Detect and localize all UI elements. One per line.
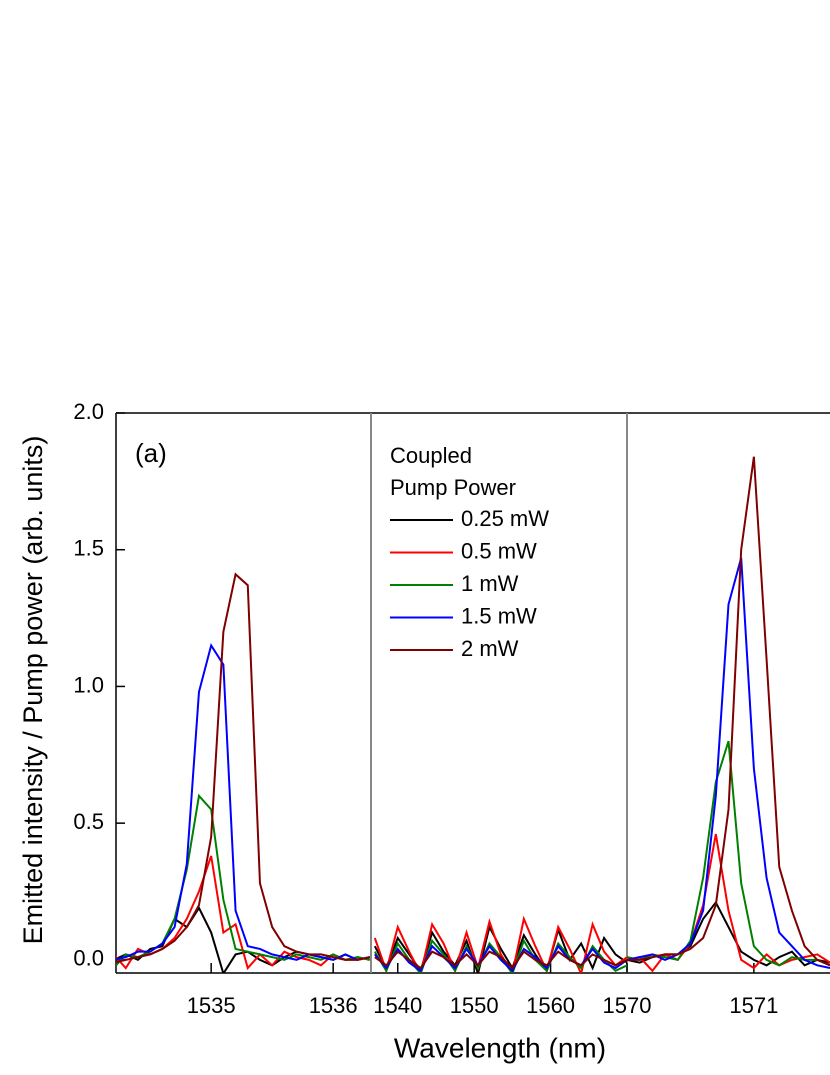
series-line — [374, 944, 627, 973]
series-line — [627, 557, 830, 970]
series-line — [374, 950, 627, 970]
y-tick-label: 1.0 — [73, 672, 104, 697]
y-tick-label: 0.5 — [73, 809, 104, 834]
x-axis-label: Wavelength (nm) — [394, 1032, 606, 1063]
y-axis-label: Emitted intensity / Pump power (arb. uni… — [18, 436, 48, 945]
series-line — [116, 642, 370, 961]
x-tick-label: 1535 — [187, 993, 236, 1018]
x-tick-label: 1550 — [450, 993, 499, 1018]
y-tick-label: 1.5 — [73, 536, 104, 561]
legend-label: 2 mW — [461, 636, 519, 661]
legend-label: 1.5 mW — [461, 603, 537, 628]
y-tick-label: 0.0 — [73, 946, 104, 971]
y-tick-label: 2.0 — [73, 399, 104, 424]
panel-label: (a) — [135, 438, 167, 468]
series-line — [116, 905, 370, 973]
x-tick-label: 1536 — [309, 993, 358, 1018]
x-tick-label: 1570 — [603, 993, 652, 1018]
legend-label: 1 mW — [461, 571, 519, 596]
legend-title: Pump Power — [390, 475, 516, 500]
series-line — [373, 924, 627, 973]
series-line — [116, 793, 370, 967]
x-tick-label: 1560 — [526, 993, 575, 1018]
legend-title: Coupled — [390, 443, 472, 468]
x-tick-label: 1540 — [373, 993, 422, 1018]
legend-label: 0.25 mW — [461, 506, 549, 531]
series-line — [627, 833, 830, 973]
series-line — [116, 572, 370, 964]
x-tick-label: 1571 — [729, 993, 778, 1018]
series-line — [627, 456, 830, 967]
legend-label: 0.5 mW — [461, 538, 537, 563]
